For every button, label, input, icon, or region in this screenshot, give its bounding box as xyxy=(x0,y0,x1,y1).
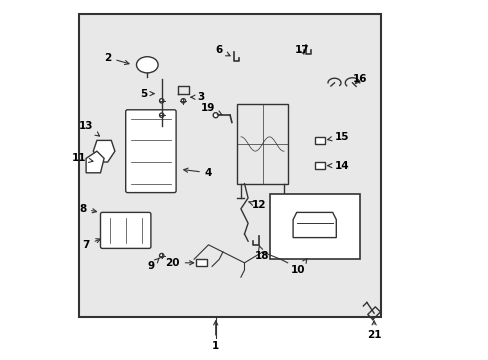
Text: 18: 18 xyxy=(255,245,269,261)
Text: 2: 2 xyxy=(104,53,129,64)
Bar xyxy=(314,137,325,144)
Circle shape xyxy=(213,113,218,118)
Circle shape xyxy=(159,253,163,258)
Ellipse shape xyxy=(136,57,158,73)
Text: 17: 17 xyxy=(294,45,309,55)
Text: 13: 13 xyxy=(79,121,99,136)
Text: 12: 12 xyxy=(248,200,265,210)
Text: 5: 5 xyxy=(140,89,154,99)
Circle shape xyxy=(159,113,163,117)
FancyBboxPatch shape xyxy=(101,212,151,248)
Polygon shape xyxy=(292,212,336,238)
Text: 14: 14 xyxy=(327,161,348,171)
Text: 21: 21 xyxy=(366,321,381,340)
Text: 3: 3 xyxy=(190,92,204,102)
Text: 9: 9 xyxy=(147,258,159,271)
Polygon shape xyxy=(93,140,115,162)
Circle shape xyxy=(181,99,185,103)
Text: 11: 11 xyxy=(72,153,93,163)
Text: 20: 20 xyxy=(165,258,193,268)
Bar xyxy=(196,259,206,266)
Text: 7: 7 xyxy=(82,239,100,250)
Text: 15: 15 xyxy=(327,132,348,142)
Text: 4: 4 xyxy=(183,168,212,178)
Bar xyxy=(237,104,287,184)
Bar xyxy=(269,194,359,259)
Text: 16: 16 xyxy=(352,74,366,84)
Text: 8: 8 xyxy=(79,204,96,214)
Text: 1: 1 xyxy=(212,321,219,351)
Text: 6: 6 xyxy=(215,45,230,56)
Text: 19: 19 xyxy=(201,103,222,114)
Text: 10: 10 xyxy=(291,259,306,275)
Circle shape xyxy=(159,99,163,103)
FancyBboxPatch shape xyxy=(125,110,176,193)
Bar xyxy=(314,162,325,169)
Bar xyxy=(79,14,381,317)
Polygon shape xyxy=(86,151,104,173)
